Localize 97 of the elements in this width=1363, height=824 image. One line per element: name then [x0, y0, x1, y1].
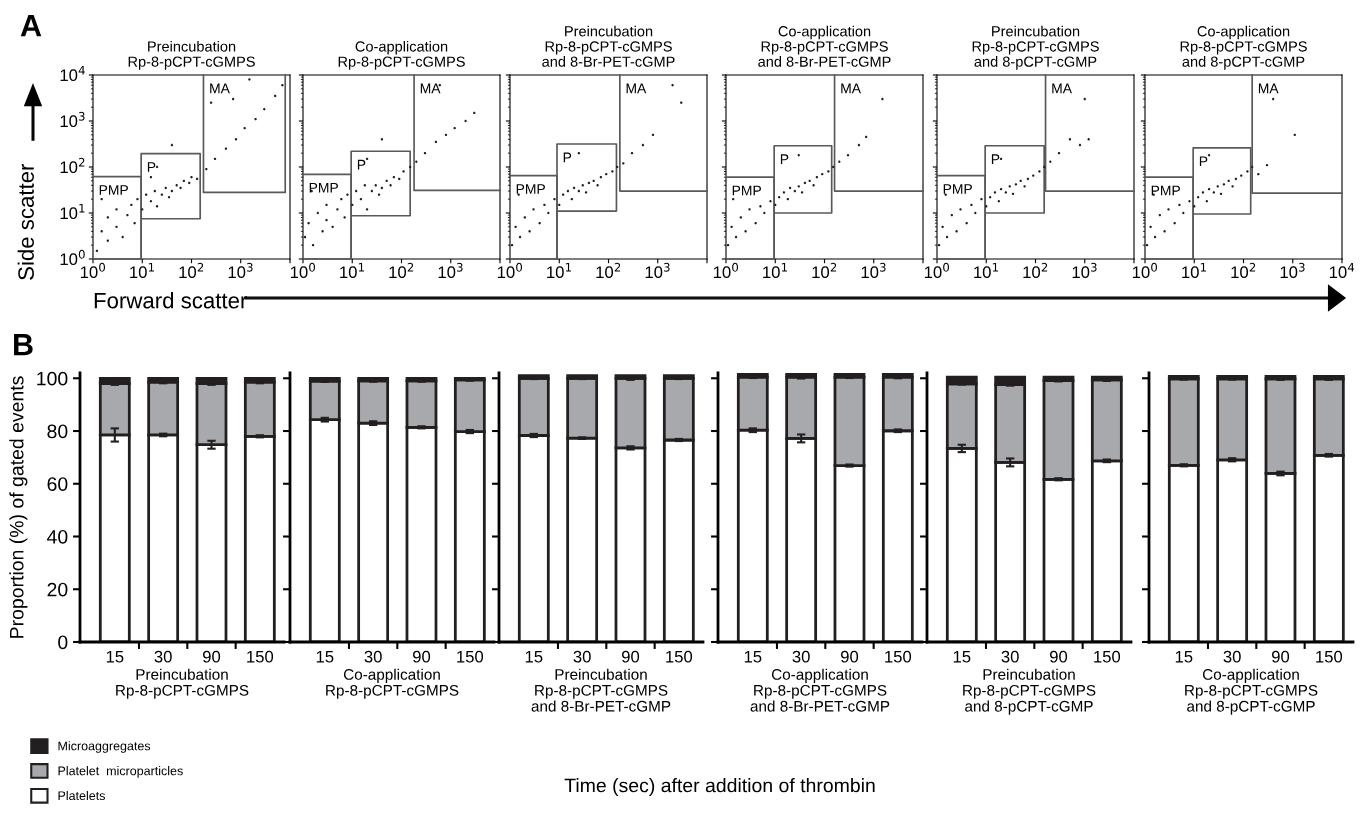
- x-tick-label: 15: [106, 650, 124, 663]
- x-axis-title: Preincubation Rp-8-pCPT-cGMPS and 8-Br-PET-cGMP: [531, 668, 671, 712]
- x-tick-label: 10$^{2}$: [389, 262, 414, 279]
- y-tick-label: 10$^{2}$: [60, 157, 85, 174]
- y-axis-title: Side scatter: [17, 163, 34, 280]
- x-tick-label: 10$^{0}$: [1132, 262, 1158, 279]
- x-tick-label: 30: [1223, 650, 1241, 663]
- series-label: PMP: [943, 184, 972, 194]
- chart-title: Preincubation Rp-8-pCPT-cGMPS and 8-pCPT-cGMP: [972, 25, 1099, 70]
- chart-title: Preincubation Rp-8-pCPT-cGMPS and 8-Br-PET-cGMP: [542, 25, 675, 67]
- chart-title: Co-application Rp-8-pCPT-cGMPS and 8-pCPT-cGMP: [1180, 25, 1307, 70]
- x-tick-label: 30: [364, 650, 382, 663]
- x-tick-label: 90: [413, 650, 431, 663]
- y-tick-label: 100: [37, 371, 68, 386]
- y-tick-label: 0: [58, 635, 68, 650]
- x-tick-label: 10$^{1}$: [130, 263, 154, 279]
- x-tick-label: 10$^{0}$: [713, 262, 739, 279]
- series-label: MA: [1258, 83, 1279, 94]
- x-tick-label: 10$^{3}$: [861, 262, 886, 279]
- series-label: MA: [1052, 83, 1072, 94]
- x-axis-title: Co-application Rp-8-pCPT-cGMPS: [326, 668, 459, 699]
- y-tick-label: 10$^{1}$: [60, 204, 85, 220]
- chart-title: Co-application Rp-8-pCPT-cGMPS: [338, 40, 465, 70]
- series-label: PMP: [732, 185, 761, 196]
- x-tick-label: 10$^{0}$: [497, 262, 523, 279]
- x-tick-label: 15: [1175, 650, 1193, 663]
- x-axis-title: Forward scatter: [94, 292, 247, 309]
- x-tick-label: 10$^{2}$: [812, 262, 837, 279]
- x-tick-label: 30: [573, 650, 591, 663]
- x-axis-title: Preincubation Rp-8-pCPT-cGMPS: [116, 668, 249, 699]
- x-tick-label: 10$^{1}$: [340, 263, 364, 279]
- y-tick-label: 10$^{3}$: [60, 111, 85, 128]
- chart-title: Co-application Rp-8-pCPT-cGMPS and 8-Br-PET-cGMP: [758, 25, 891, 67]
- series-label: P: [357, 159, 366, 170]
- x-tick-label: 10$^{1}$: [547, 263, 571, 279]
- series-label: MA: [210, 83, 230, 94]
- legend-label: Microaggregates: [58, 741, 151, 753]
- x-tick-label: 30: [154, 650, 172, 663]
- series-label: PMP: [516, 184, 545, 194]
- series-label: PMP: [1151, 185, 1180, 196]
- x-tick-label: 10$^{2}$: [1231, 262, 1256, 279]
- x-tick-label: 15: [525, 650, 543, 663]
- series-label: MA: [626, 83, 647, 94]
- chart-title: Preincubation Rp-8-pCPT-cGMPS: [128, 40, 255, 70]
- x-tick-label: 10$^{3}$: [438, 262, 463, 279]
- x-tick-label: 10$^{3}$: [645, 262, 670, 279]
- y-tick-label: 80: [47, 424, 68, 439]
- x-tick-label: 30: [792, 650, 810, 663]
- x-tick-label: 10$^{1}$: [974, 263, 998, 279]
- x-tick-label: 150: [1316, 650, 1343, 663]
- x-tick-label: 90: [1272, 650, 1290, 663]
- x-tick-label: 10$^{3}$: [1072, 262, 1097, 279]
- x-tick-label: 90: [1050, 650, 1068, 663]
- legend-label: Platelet microparticles: [58, 766, 183, 778]
- series-label: P: [1199, 156, 1208, 167]
- x-tick-label: 10$^{1}$: [763, 263, 787, 279]
- y-tick-label: 60: [47, 477, 68, 491]
- series-label: PMP: [309, 183, 338, 193]
- x-tick-label: 10$^{4}$: [1329, 263, 1355, 279]
- legend-label: Platelets: [58, 790, 105, 801]
- series-label: PMP: [99, 185, 128, 195]
- x-tick-label: 15: [953, 650, 971, 663]
- text: B: [14, 334, 33, 356]
- x-tick-label: 10$^{2}$: [179, 262, 204, 279]
- x-tick-label: 150: [457, 650, 484, 663]
- series-label: P: [780, 154, 789, 164]
- x-axis-title: Co-application Rp-8-pCPT-cGMPS and 8-pCPT-cGMP: [1185, 668, 1318, 715]
- series-label: MA: [841, 83, 861, 94]
- x-tick-label: 10$^{2}$: [1023, 262, 1048, 279]
- series-label: MA: [420, 83, 441, 94]
- x-tick-label: 10$^{1}$: [1182, 263, 1206, 279]
- x-axis-title: Co-application Rp-8-pCPT-cGMPS and 8-Br-PET-cGMP: [750, 668, 890, 712]
- x-tick-label: 15: [744, 650, 762, 663]
- y-tick-label: 20: [47, 582, 68, 597]
- series-label: P: [563, 152, 572, 163]
- x-tick-label: 90: [841, 650, 859, 663]
- x-tick-label: 150: [885, 650, 912, 663]
- text: Time (sec) after addition of thrombin: [564, 778, 875, 797]
- y-tick-label: 40: [47, 529, 68, 544]
- y-tick-label: 10$^{4}$: [60, 66, 85, 82]
- text: A: [20, 15, 42, 37]
- x-tick-label: 150: [1094, 650, 1121, 663]
- x-tick-label: 90: [622, 650, 640, 663]
- x-axis-title: Preincubation Rp-8-pCPT-cGMPS and 8-pCPT-cGMP: [963, 668, 1096, 715]
- series-label: P: [991, 154, 1000, 164]
- x-tick-label: 10$^{0}$: [290, 262, 316, 279]
- x-tick-label: 30: [1001, 650, 1019, 663]
- x-tick-label: 10$^{2}$: [596, 262, 621, 279]
- x-tick-label: 150: [666, 650, 693, 663]
- x-tick-label: 10$^{0}$: [924, 262, 950, 279]
- y-axis-title: Proportion (%) of gated events: [9, 376, 28, 638]
- x-tick-label: 10$^{3}$: [228, 262, 253, 279]
- x-tick-label: 150: [247, 650, 274, 663]
- series-label: P: [147, 162, 156, 172]
- x-tick-label: 15: [316, 650, 334, 663]
- x-tick-label: 90: [203, 650, 221, 663]
- x-tick-label: 10$^{3}$: [1280, 262, 1305, 279]
